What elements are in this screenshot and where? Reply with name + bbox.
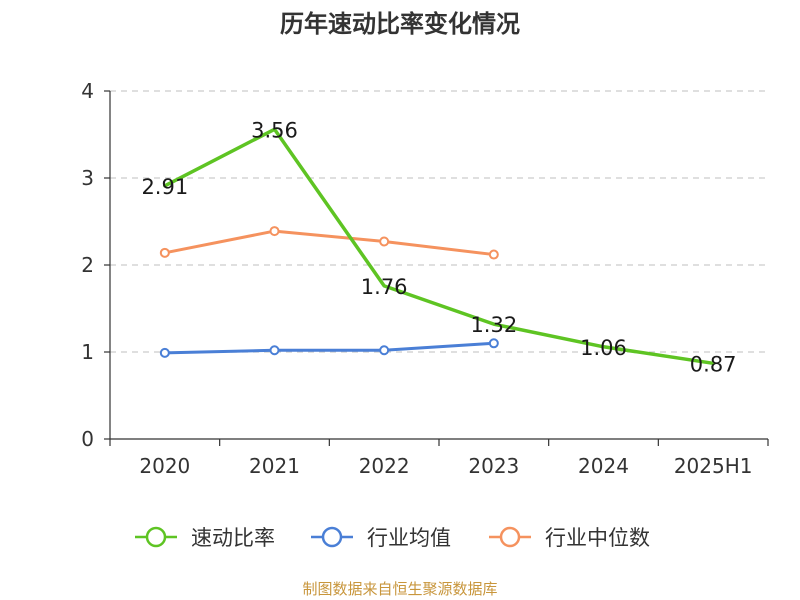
data-label: 1.76 [361, 275, 408, 299]
y-tick-label: 0 [81, 427, 94, 451]
y-tick-label: 2 [81, 253, 94, 277]
source-note: 制图数据来自恒生聚源数据库 [302, 580, 497, 598]
data-label: 1.32 [470, 313, 517, 337]
x-tick-label: 2020 [139, 454, 190, 478]
legend-label: 行业均值 [367, 526, 451, 550]
chart-title: 历年速动比率变化情况 [280, 10, 520, 38]
x-tick-label: 2023 [468, 454, 519, 478]
series-line [163, 127, 715, 366]
axes: 0 1 2 3 4 2020 2021 2022 2023 2024 2025H1 [81, 79, 769, 478]
data-label: 1.06 [580, 336, 627, 360]
x-tick-label: 2022 [359, 454, 410, 478]
legend-marker [499, 526, 521, 548]
y-tick-label: 1 [81, 340, 94, 364]
data-labels: 2.91 3.56 1.76 1.32 1.06 0.87 [141, 118, 736, 376]
data-point [159, 347, 170, 358]
data-label: 0.87 [690, 352, 737, 376]
legend-item[interactable]: 行业中位数 [489, 526, 650, 550]
legend-label: 速动比率 [191, 526, 275, 550]
data-label: 3.56 [251, 118, 298, 142]
grid-lines [110, 90, 768, 353]
series-line [163, 229, 496, 257]
legend[interactable]: 速动比率 行业均值 行业中位数 [135, 526, 650, 550]
x-tick-label: 2024 [578, 454, 629, 478]
data-point [379, 236, 390, 247]
data-point [269, 226, 280, 237]
data-point [379, 345, 390, 356]
legend-item[interactable]: 行业均值 [311, 526, 451, 550]
legend-item[interactable]: 速动比率 [135, 526, 275, 550]
y-tick-label: 4 [81, 79, 94, 103]
x-tick-label: 2021 [249, 454, 300, 478]
series-line [163, 341, 496, 355]
x-tick-label: 2025H1 [674, 454, 753, 478]
data-point [159, 247, 170, 258]
y-tick-label: 3 [81, 166, 94, 190]
legend-label: 行业中位数 [545, 526, 650, 550]
data-point [488, 249, 499, 260]
legend-marker [145, 526, 167, 548]
data-point [488, 338, 499, 349]
data-label: 2.91 [141, 175, 188, 199]
series-lines [159, 127, 715, 366]
legend-marker [321, 526, 343, 548]
data-point [269, 345, 280, 356]
